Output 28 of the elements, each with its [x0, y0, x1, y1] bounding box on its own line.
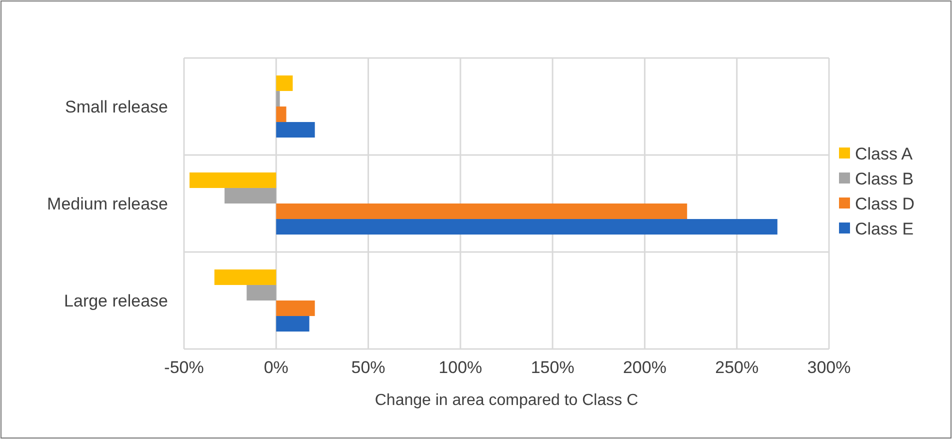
bar: [276, 106, 286, 122]
x-tick-label: 100%: [438, 358, 482, 377]
y-tick-label: Medium release: [47, 194, 168, 214]
x-tick-label: 150%: [530, 358, 574, 377]
bar: [224, 188, 276, 204]
bar: [190, 172, 276, 188]
x-tick-label: -50%: [164, 358, 204, 377]
legend-label: Class E: [855, 220, 914, 238]
x-axis-title: Change in area compared to Class C: [374, 392, 638, 409]
x-tick-label: 300%: [807, 358, 851, 377]
bar: [276, 219, 778, 235]
bar: [214, 269, 276, 285]
y-tick-label: Small release: [65, 98, 168, 116]
x-tick-label: 250%: [715, 358, 759, 377]
legend-label: Class D: [855, 194, 915, 214]
legend-label: Class B: [855, 170, 914, 188]
x-tick-label: 0%: [264, 358, 288, 377]
bar: [246, 284, 276, 300]
bar: [276, 300, 315, 316]
y-tick-label: Large release: [64, 292, 168, 310]
x-tick-label: 200%: [622, 358, 666, 377]
bar: [276, 316, 310, 332]
bar: [276, 122, 315, 138]
legend-label: Class A: [855, 144, 914, 164]
x-tick-label: 50%: [351, 358, 386, 377]
bar: [276, 204, 688, 220]
bar: [276, 90, 280, 106]
bar: [276, 75, 293, 91]
